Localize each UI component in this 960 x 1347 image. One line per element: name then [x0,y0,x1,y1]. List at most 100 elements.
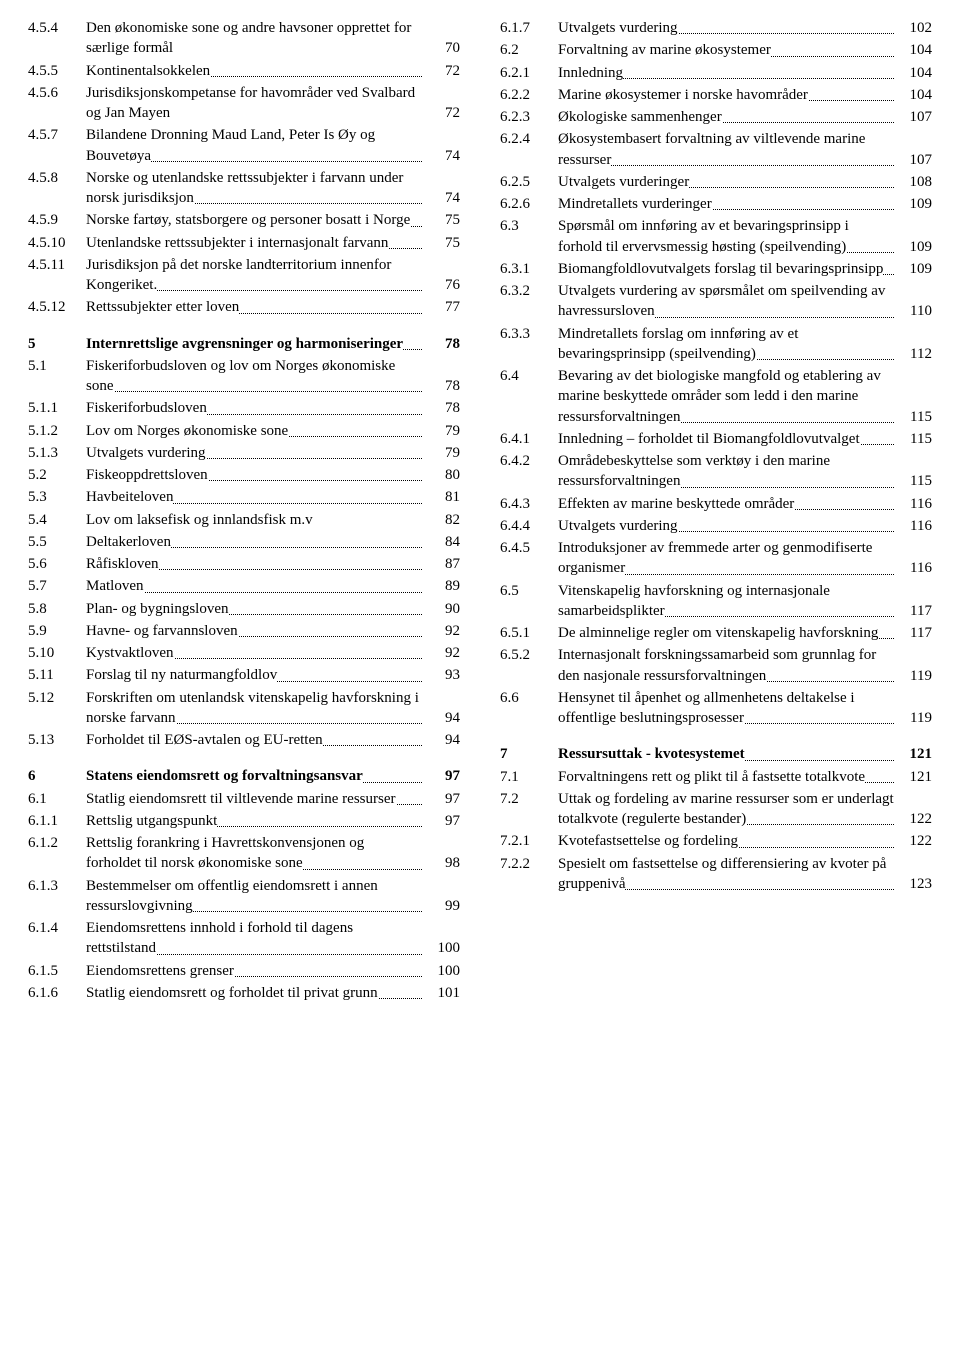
entry-title: Økologiske sammenhenger [558,109,722,125]
toc-entry: 6.2Forvaltning av marine økosystemer104 [500,40,932,60]
entry-number: 6.1.1 [28,811,86,831]
entry-page: 81 [441,487,460,507]
entry-title: Havbeiteloven [86,489,173,505]
entry-title: Internrettslige avgrensninger og harmoni… [86,336,403,352]
entry-text: Spørsmål om innføring av et bevaringspri… [558,216,932,257]
entry-text: Havne- og farvannsloven92 [86,621,460,641]
entry-number: 5.2 [28,465,86,485]
entry-text: Hensynet til åpenhet og allmenhetens del… [558,688,932,729]
entry-title: Introduksjoner av fremmede arter og genm… [558,540,872,576]
entry-page: 104 [906,40,933,60]
toc-entry: 6.4.3Effekten av marine beskyttede områd… [500,494,932,514]
entry-number: 5.7 [28,576,86,596]
entry-text: Bilandene Dronning Maud Land, Peter Is Ø… [86,125,460,166]
entry-text: De alminnelige regler om vitenskapelig h… [558,623,932,643]
entry-page: 116 [906,516,932,536]
entry-title: Den økonomiske sone og andre havsoner op… [86,20,411,56]
right-column: 6.1.7Utvalgets vurdering1026.2Forvaltnin… [500,18,932,1005]
entry-page: 109 [906,259,933,279]
entry-page: 115 [906,407,932,427]
entry-title: Økosystembasert forvaltning av viltleven… [558,131,865,167]
toc-entry: 4.5.12Rettssubjekter etter loven77 [28,297,460,317]
entry-number: 4.5.11 [28,255,86,296]
entry-title: Bevaring av det biologiske mangfold og e… [558,368,881,425]
toc-entry: 6.3Spørsmål om innføring av et bevarings… [500,216,932,257]
toc-entry: 7.1Forvaltningens rett og plikt til å fa… [500,767,932,787]
entry-page: 90 [441,599,460,619]
entry-text: Statlig eiendomsrett til viltlevende mar… [86,789,460,809]
toc-entry: 6.4.1Innledning – forholdet til Biomangf… [500,429,932,449]
toc-entry: 6.1.1Rettslig utgangspunkt97 [28,811,460,831]
entry-title: Råfiskloven [86,556,159,572]
entry-number: 6.2.6 [500,194,558,214]
toc-entry: 6.1.5Eiendomsrettens grenser100 [28,961,460,981]
entry-number: 4.5.5 [28,61,86,81]
entry-title: Rettssubjekter etter loven [86,299,239,315]
entry-text: Bestemmelser om offentlig eiendomsrett i… [86,876,460,917]
entry-number: 6.3.3 [500,324,558,365]
entry-title: Jurisdiksjonskompetanse for havområder v… [86,85,415,121]
entry-page: 102 [906,18,933,38]
toc-entry: 6.5Vitenskapelig havforskning og interna… [500,581,932,622]
entry-page: 74 [441,188,460,208]
entry-text: Fiskeriforbudsloven78 [86,398,460,418]
entry-text: Økologiske sammenhenger107 [558,107,932,127]
entry-text: Marine økosystemer i norske havområder10… [558,85,932,105]
entry-number: 7 [500,744,558,764]
entry-page: 77 [441,297,460,317]
entry-text: Utvalgets vurderinger108 [558,172,932,192]
entry-text: Uttak og fordeling av marine ressurser s… [558,789,932,830]
entry-title: Vitenskapelig havforskning og internasjo… [558,583,830,619]
entry-number: 5.10 [28,643,86,663]
entry-page: 121 [906,767,933,787]
entry-page: 117 [906,623,932,643]
entry-text: Lov om Norges økonomiske sone79 [86,421,460,441]
entry-page: 92 [441,643,460,663]
entry-title: Lov om laksefisk og innlandsfisk m.v [86,512,313,528]
entry-text: Internrettslige avgrensninger og harmoni… [86,334,460,354]
toc-entry: 4.5.8Norske og utenlandske rettssubjekte… [28,168,460,209]
entry-page: 75 [441,233,460,253]
entry-number: 6.3.1 [500,259,558,279]
toc-entry: 5.13Forholdet til EØS-avtalen og EU-rett… [28,730,460,750]
entry-text: Introduksjoner av fremmede arter og genm… [558,538,932,579]
entry-title: Norske og utenlandske rettssubjekter i f… [86,170,403,206]
entry-text: Kystvaktloven92 [86,643,460,663]
entry-title: Effekten av marine beskyttede områder [558,496,794,512]
toc-entry: 5.2Fiskeoppdrettsloven80 [28,465,460,485]
entry-number: 4.5.9 [28,210,86,230]
toc-entry: 6.1Statlig eiendomsrett til viltlevende … [28,789,460,809]
toc-entry: 6.4.4Utvalgets vurdering116 [500,516,932,536]
entry-title: Forholdet til EØS-avtalen og EU-retten [86,732,323,748]
entry-title: Eiendomsrettens innhold i forhold til da… [86,920,353,956]
entry-page: 101 [434,983,461,1003]
dot-leader [86,391,422,392]
entry-page: 93 [441,665,460,685]
entry-title: Utvalgets vurdering [558,518,678,534]
entry-title: Mindretallets vurderinger [558,196,712,212]
entry-title: Jurisdiksjon på det norske landterritori… [86,257,391,293]
entry-text: Forvaltning av marine økosystemer104 [558,40,932,60]
toc-entry: 6.3.2Utvalgets vurdering av spørsmålet o… [500,281,932,322]
entry-number: 6.4.3 [500,494,558,514]
entry-number: 6.1.5 [28,961,86,981]
entry-page: 87 [441,554,460,574]
entry-text: Fiskeriforbudsloven og lov om Norges øko… [86,356,460,397]
entry-title: Utvalgets vurdering av spørsmålet om spe… [558,283,885,319]
toc-entry: 6.2.3Økologiske sammenhenger107 [500,107,932,127]
entry-number: 6.2.4 [500,129,558,170]
entry-number: 4.5.10 [28,233,86,253]
entry-page: 99 [441,896,460,916]
entry-page: 104 [906,63,933,83]
toc-entry: 4.5.9Norske fartøy, statsborgere og pers… [28,210,460,230]
entry-text: Internasjonalt forskningssamarbeid som g… [558,645,932,686]
entry-number: 5.11 [28,665,86,685]
toc-entry: 6.1.2Rettslig forankring i Havrettskonve… [28,833,460,874]
toc-entry: 6Statens eiendomsrett og forvaltningsans… [28,766,460,786]
entry-number: 6.5 [500,581,558,622]
entry-page: 92 [441,621,460,641]
entry-number: 5.6 [28,554,86,574]
entry-number: 7.2.1 [500,831,558,851]
toc-entry: 4.5.5Kontinentalsokkelen72 [28,61,460,81]
entry-page: 94 [441,730,460,750]
